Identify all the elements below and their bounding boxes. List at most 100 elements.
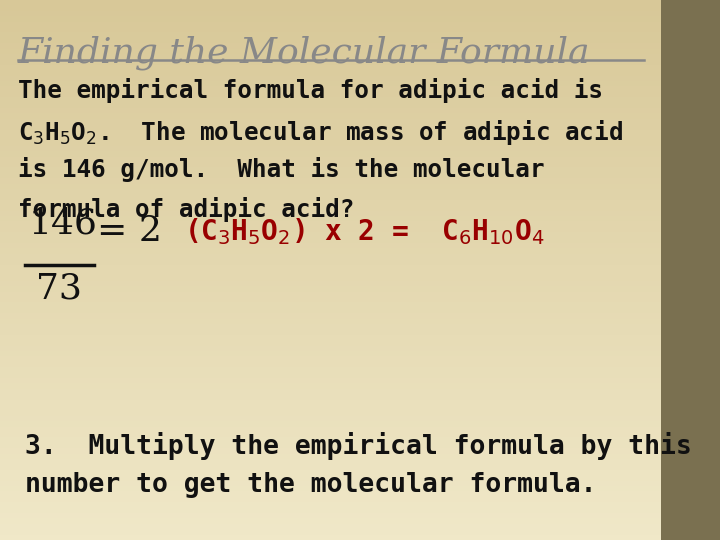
Text: formula of adipic acid?: formula of adipic acid? — [18, 197, 354, 221]
Bar — [0, 524, 661, 529]
Bar — [0, 216, 661, 221]
Bar — [0, 119, 661, 124]
Bar — [0, 373, 661, 378]
Bar — [0, 416, 661, 421]
Bar — [0, 11, 661, 16]
Bar — [0, 5, 661, 11]
Bar — [0, 454, 661, 459]
Bar — [0, 16, 661, 22]
Bar — [0, 200, 661, 205]
Bar — [0, 178, 661, 184]
Bar — [0, 497, 661, 502]
Bar — [0, 265, 661, 270]
Bar — [0, 151, 661, 157]
Bar — [0, 362, 661, 367]
Bar — [0, 405, 661, 410]
Bar — [0, 281, 661, 286]
Bar — [0, 286, 661, 292]
Bar — [0, 329, 661, 335]
Bar — [0, 378, 661, 383]
Bar — [0, 491, 661, 497]
Bar — [0, 421, 661, 427]
Bar — [0, 59, 661, 65]
Bar — [0, 65, 661, 70]
Text: number to get the molecular formula.: number to get the molecular formula. — [25, 472, 597, 498]
Bar — [0, 167, 661, 173]
Bar — [0, 49, 661, 54]
Bar — [0, 184, 661, 189]
Bar — [0, 459, 661, 464]
Bar — [0, 275, 661, 281]
Bar — [0, 448, 661, 454]
Bar — [0, 427, 661, 432]
Bar — [0, 486, 661, 491]
Bar — [0, 76, 661, 81]
Bar — [0, 173, 661, 178]
Bar — [0, 211, 661, 216]
Bar — [0, 270, 661, 275]
Text: (C$_3$H$_5$O$_2$) x 2 =  C$_6$H$_{10}$O$_4$: (C$_3$H$_5$O$_2$) x 2 = C$_6$H$_{10}$O$_… — [184, 217, 544, 247]
Bar — [0, 313, 661, 319]
Bar — [0, 146, 661, 151]
Bar — [0, 54, 661, 59]
Bar — [0, 437, 661, 443]
Bar — [0, 238, 661, 243]
Bar — [0, 86, 661, 92]
Text: 73: 73 — [36, 271, 82, 305]
Bar — [0, 308, 661, 313]
Bar — [0, 292, 661, 297]
Bar — [0, 383, 661, 389]
Bar — [0, 130, 661, 135]
Bar — [0, 443, 661, 448]
Bar — [0, 324, 661, 329]
Text: Finding the Molecular Formula: Finding the Molecular Formula — [18, 35, 590, 70]
Bar — [0, 319, 661, 324]
Bar — [0, 38, 661, 43]
Bar — [0, 27, 661, 32]
Bar — [0, 254, 661, 259]
Text: C$_3$H$_5$O$_2$.  The molecular mass of adipic acid: C$_3$H$_5$O$_2$. The molecular mass of a… — [18, 118, 623, 147]
Bar — [0, 70, 661, 76]
Text: is 146 g/mol.  What is the molecular: is 146 g/mol. What is the molecular — [18, 157, 544, 182]
Bar — [0, 103, 661, 108]
Bar — [0, 189, 661, 194]
Bar — [0, 157, 661, 162]
Bar — [0, 297, 661, 302]
Bar — [0, 0, 661, 5]
Bar — [0, 32, 661, 38]
Bar — [0, 535, 661, 540]
Bar — [0, 108, 661, 113]
Bar — [0, 518, 661, 524]
Bar — [0, 140, 661, 146]
Bar — [0, 475, 661, 481]
Bar — [0, 529, 661, 535]
Bar — [0, 367, 661, 373]
Bar — [0, 221, 661, 227]
Bar — [0, 346, 661, 351]
Bar — [0, 243, 661, 248]
Bar — [0, 508, 661, 513]
Bar — [0, 340, 661, 346]
Bar — [0, 481, 661, 486]
Bar — [661, 0, 720, 540]
Bar — [0, 194, 661, 200]
Bar — [0, 248, 661, 254]
Bar — [0, 389, 661, 394]
Text: 3.  Multiply the empirical formula by this: 3. Multiply the empirical formula by thi… — [25, 432, 692, 460]
Bar — [0, 513, 661, 518]
Bar — [0, 470, 661, 475]
Bar — [0, 43, 661, 49]
Bar — [0, 135, 661, 140]
Bar — [0, 124, 661, 130]
Bar — [0, 410, 661, 416]
Bar — [0, 113, 661, 119]
Bar — [0, 394, 661, 400]
Bar — [0, 259, 661, 265]
Bar — [0, 22, 661, 27]
Text: = 2: = 2 — [97, 214, 162, 248]
Text: 146: 146 — [29, 206, 98, 240]
Bar — [0, 335, 661, 340]
Bar — [0, 400, 661, 405]
Bar — [0, 97, 661, 103]
Bar — [0, 464, 661, 470]
